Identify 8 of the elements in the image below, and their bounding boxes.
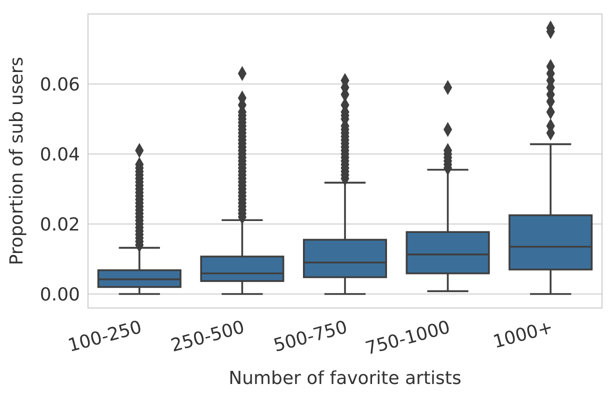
y-tick-label: 0.04 — [40, 144, 80, 166]
y-tick-label: 0.06 — [40, 74, 80, 96]
y-tick-label: 0.02 — [40, 214, 80, 236]
x-tick-label: 100-250 — [66, 316, 144, 357]
x-axis-title: Number of favorite artists — [228, 368, 462, 389]
x-tick-label: 1000+ — [490, 316, 556, 353]
y-axis-title: Proportion of sub users — [6, 56, 28, 266]
y-tick-label: 0.00 — [40, 284, 80, 306]
